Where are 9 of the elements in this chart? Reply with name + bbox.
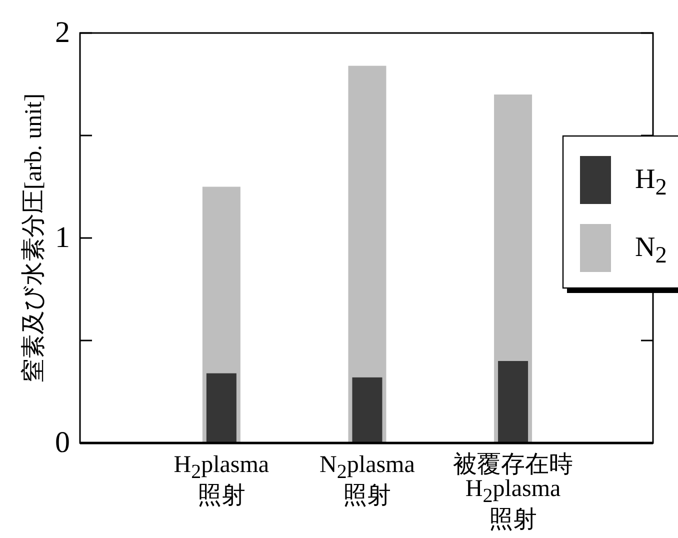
- legend-label: H$_{2}$: [635, 164, 667, 202]
- legend-label: N$_{2}$: [635, 232, 667, 270]
- x-tick-label: 被覆存在時 H$_{2}$plasma 照射: [453, 452, 574, 533]
- y-tick-label: 0: [55, 426, 70, 459]
- y-axis-title: 窒素及び水素分圧[arb. unit]: [21, 94, 47, 382]
- x-tick-label: N$_{2}$plasma 照射: [320, 452, 415, 509]
- y-tick-label: 2: [55, 16, 70, 49]
- y-tick-label: 1: [55, 221, 70, 254]
- x-tick-label: H$_{2}$plasma 照射: [174, 452, 270, 509]
